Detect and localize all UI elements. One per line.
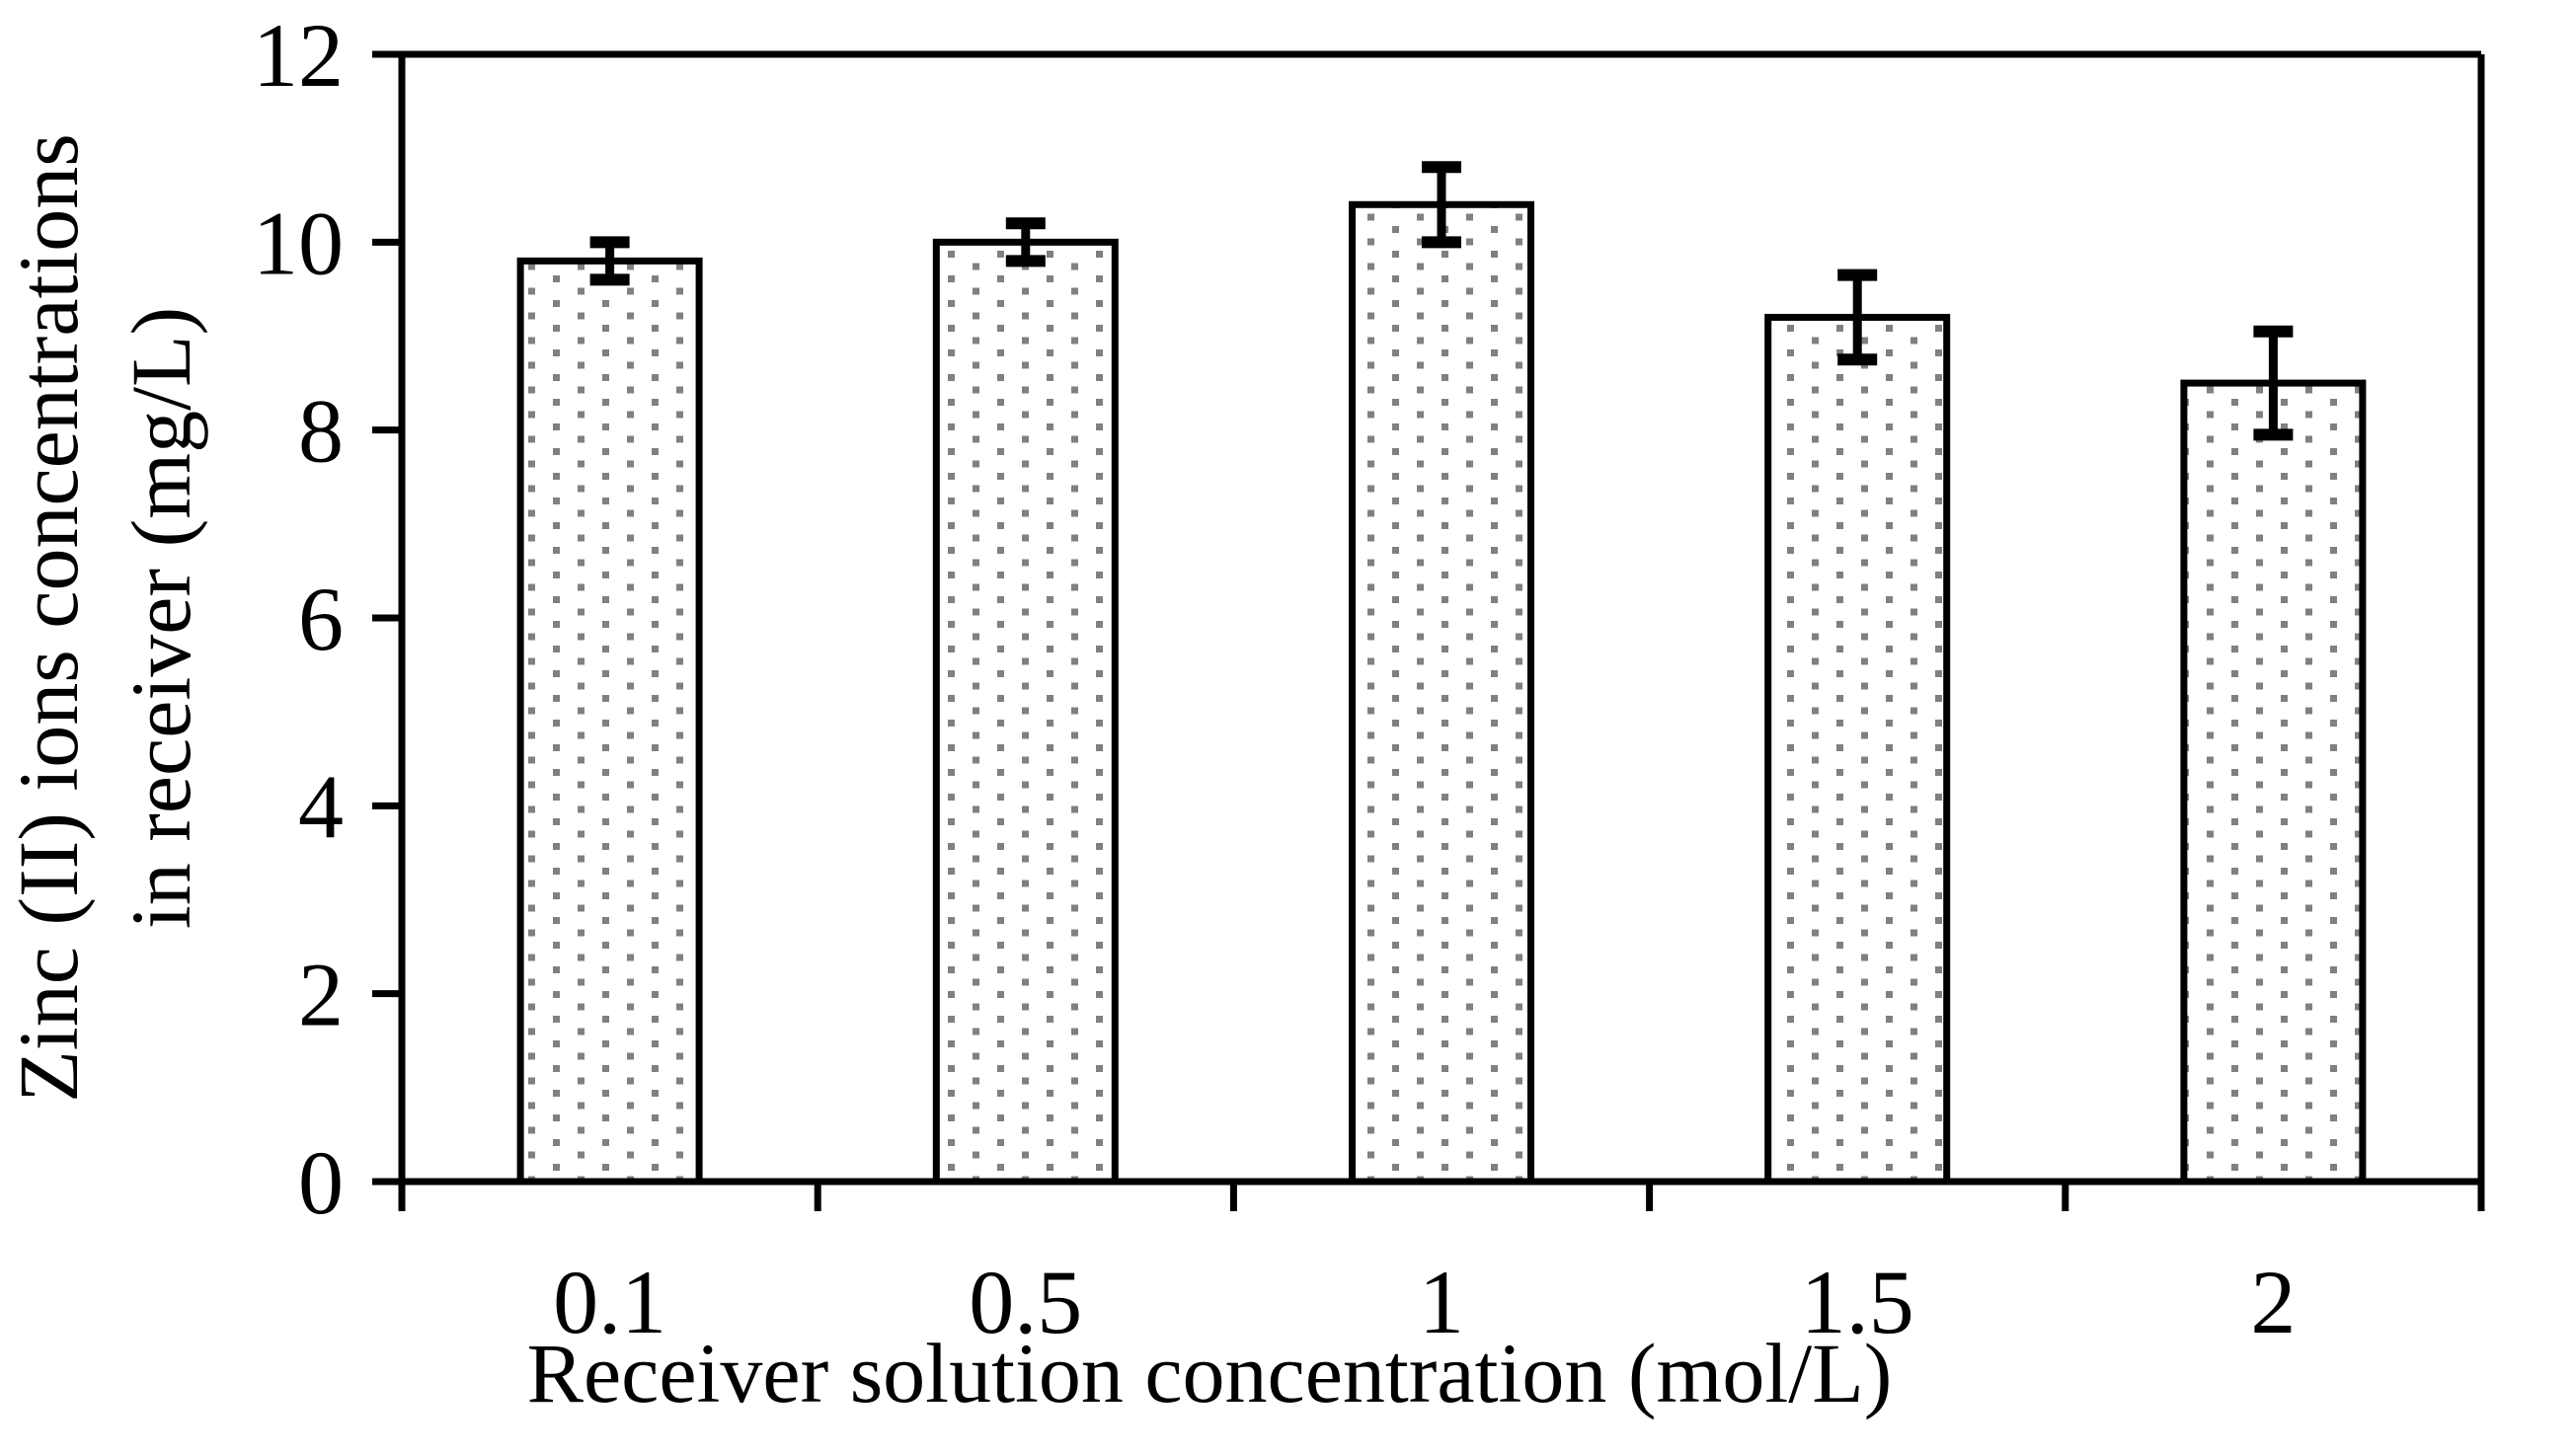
x-tick-labels-group: 0.1 0.5 1 1.5 2 xyxy=(553,1252,2296,1352)
y-tick-label: 2 xyxy=(298,945,344,1045)
bar xyxy=(516,257,703,1186)
x-tick-label: 0.1 xyxy=(553,1252,666,1352)
y-axis-title-line2: in receiver (mg/L) xyxy=(114,307,208,929)
bar xyxy=(1764,313,1951,1186)
y-tick-label: 10 xyxy=(253,192,344,293)
x-tick-label: 1.5 xyxy=(1801,1252,1914,1352)
error-bars-group xyxy=(589,161,2294,441)
y-tick-labels-group: 0 2 4 6 8 10 12 xyxy=(253,5,344,1233)
x-tick-label: 1 xyxy=(1419,1252,1464,1352)
bars-group xyxy=(516,200,2367,1186)
x-tick-label: 0.5 xyxy=(969,1252,1082,1352)
bar xyxy=(1349,200,1534,1186)
y-tick-label: 4 xyxy=(298,756,344,857)
axes-group xyxy=(372,50,2485,1211)
bar xyxy=(2180,379,2367,1186)
y-tick-label: 6 xyxy=(298,569,344,669)
x-axis-title: Receiver solution concentration (mol/L) xyxy=(527,1326,1893,1420)
y-tick-label: 8 xyxy=(298,381,344,482)
y-tick-label: 0 xyxy=(298,1132,344,1233)
x-tick-label: 2 xyxy=(2250,1252,2296,1352)
bar xyxy=(932,238,1119,1186)
y-tick-label: 12 xyxy=(253,5,344,106)
y-axis-title-line1: Zinc (II) ions concentrations xyxy=(1,133,96,1102)
